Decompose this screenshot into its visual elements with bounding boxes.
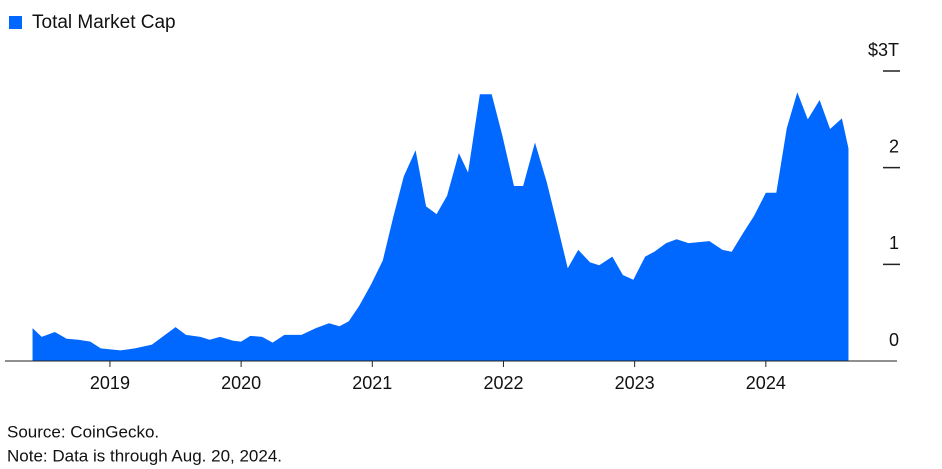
y-tick-label: 0 bbox=[889, 330, 899, 350]
legend-swatch bbox=[9, 16, 22, 29]
x-tick-label: 2023 bbox=[615, 373, 655, 393]
x-tick-label: 2021 bbox=[352, 373, 392, 393]
source: Source: CoinGecko. bbox=[7, 422, 159, 441]
x-tick-label: 2020 bbox=[221, 373, 261, 393]
x-tick-label: 2019 bbox=[90, 373, 130, 393]
y-tick-label: 1 bbox=[889, 233, 899, 253]
y-tick-label: 2 bbox=[889, 136, 899, 156]
note: Note: Data is through Aug. 20, 2024. bbox=[7, 446, 282, 465]
x-tick-label: 2022 bbox=[483, 373, 523, 393]
legend-label: Total Market Cap bbox=[32, 12, 176, 33]
area bbox=[32, 92, 849, 362]
y-tick-label: $3T bbox=[868, 40, 899, 60]
x-tick-label: 2024 bbox=[746, 373, 786, 393]
